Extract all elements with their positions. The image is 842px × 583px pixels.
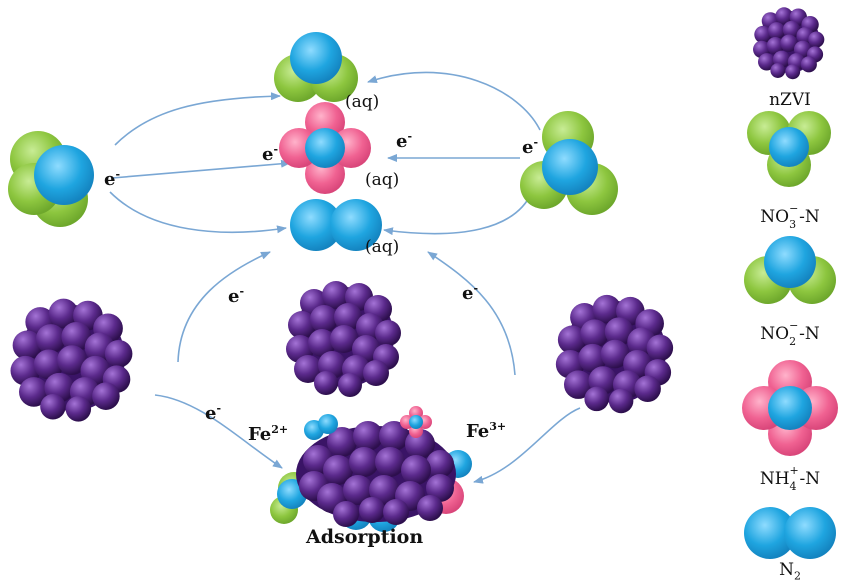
no3-molecule-left xyxy=(8,131,94,227)
arrow-no3-to-no2 xyxy=(114,92,281,146)
nzvi-cluster-right xyxy=(555,294,674,414)
legend-label-nzvi: nZVI xyxy=(769,90,811,110)
label-electron-center-left: e- xyxy=(262,143,279,165)
label-electron-right: e- xyxy=(522,136,539,158)
arrow-right-to-n2 xyxy=(383,191,533,236)
legend-nzvi-icon xyxy=(753,7,825,80)
no2-molecule-top xyxy=(274,32,358,102)
no3-molecule-right xyxy=(520,111,618,215)
legend-label-no2: NO −2 -N xyxy=(760,319,820,348)
arrow-no3-to-nh4 xyxy=(111,159,291,179)
label-fe3: Fe3+ xyxy=(466,420,507,442)
label-electron-bottom-left: e- xyxy=(205,402,222,424)
legend xyxy=(742,7,838,559)
label-aq-top: (aq) xyxy=(345,92,380,112)
adsorption-composite xyxy=(270,406,472,532)
label-electron-left: e- xyxy=(104,168,121,190)
legend-label-no3: NO −3 -N xyxy=(760,202,820,231)
arrow-right-fe-up xyxy=(427,251,516,376)
legend-n2-icon xyxy=(744,507,836,559)
nzvi-cluster-center xyxy=(286,281,401,397)
n2-molecule-center xyxy=(290,199,382,251)
legend-nh4-icon xyxy=(742,360,838,456)
nzvi-cluster-left xyxy=(10,298,133,422)
label-electron-center-right: e- xyxy=(396,130,413,152)
legend-no3-icon xyxy=(747,111,831,187)
legend-label-nh4: NH +4 -N xyxy=(759,464,821,493)
label-electron-lower-right: e- xyxy=(462,282,479,304)
label-fe2: Fe2+ xyxy=(248,423,289,445)
arrow-left-fe-to-adsorption xyxy=(154,394,283,469)
arrow-no3-to-n2 xyxy=(109,191,287,234)
nh4-molecule-center xyxy=(279,102,371,194)
label-aq-bottom: (aq) xyxy=(365,237,400,257)
arrow-right-fe-to-adsorption xyxy=(473,407,581,484)
label-electron-lower-left: e- xyxy=(228,285,245,307)
label-adsorption: Adsorption xyxy=(306,526,424,548)
arrow-right-to-no2 xyxy=(367,71,541,131)
label-aq-middle: (aq) xyxy=(365,170,400,190)
reaction-arrows xyxy=(109,71,581,484)
legend-label-n2: N2 xyxy=(779,560,801,583)
arrow-left-fe-up xyxy=(177,251,271,363)
legend-no2-icon xyxy=(744,236,836,304)
